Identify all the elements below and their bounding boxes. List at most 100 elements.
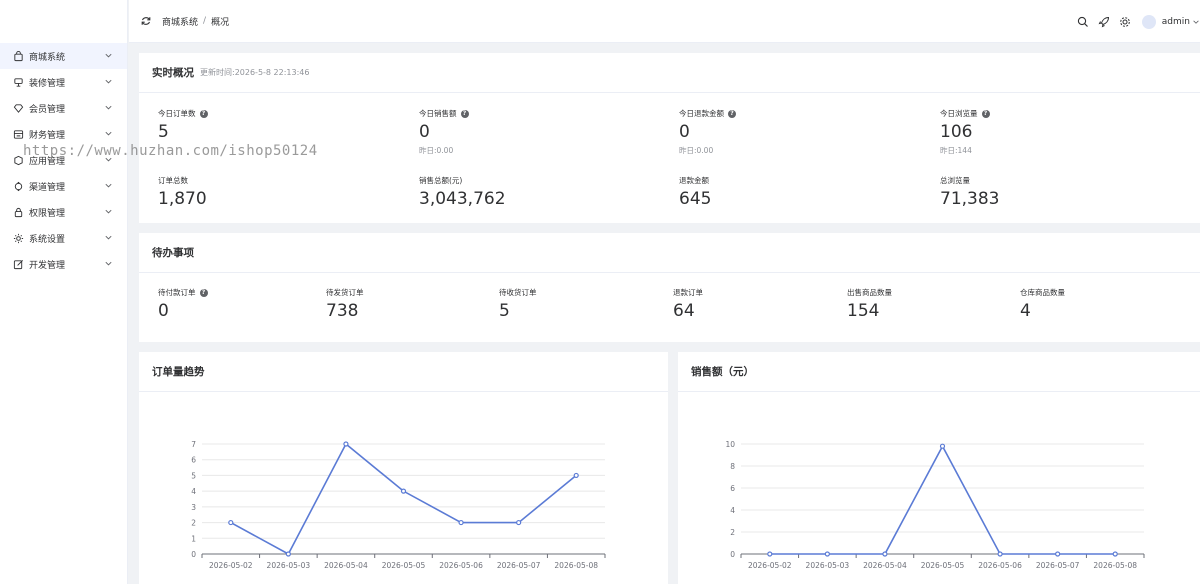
sidebar-item-label: 会员管理 (29, 104, 66, 115)
breadcrumb: 商城系统 / 概况 (162, 15, 229, 28)
x-tick-label: 2026-05-03 (267, 561, 311, 570)
sidebar-item-finance[interactable]: 财务管理 (0, 121, 127, 147)
y-tick-label: 0 (730, 550, 735, 559)
stat-value: 3,043,762 (419, 189, 506, 209)
sidebar-item-development[interactable]: 开发管理 (0, 251, 127, 277)
sidebar: 商城系统 装修管理 会员管理 财务管理 应用管理 渠道管理 (0, 0, 128, 584)
series-line (230, 442, 577, 556)
sidebar-item-decoration[interactable]: 装修管理 (0, 69, 127, 95)
y-tick-label: 4 (730, 506, 735, 515)
data-point (400, 488, 407, 494)
stat-label: 今日退款金额 (679, 109, 724, 118)
sidebar-item-permissions[interactable]: 权限管理 (0, 199, 127, 225)
lock-icon (12, 206, 24, 218)
todo-refund-orders[interactable]: 退款订单 64 (673, 287, 703, 321)
todo-pending-receipt[interactable]: 待收货订单 5 (499, 287, 537, 321)
chevron-down-icon (105, 53, 112, 58)
y-tick-label: 6 (730, 484, 735, 493)
data-point (285, 551, 291, 557)
series-line (769, 444, 1116, 555)
stat-value: 1,870 (158, 189, 207, 209)
stat-value: 64 (673, 301, 695, 321)
card-header: 销售额（元） (678, 352, 1200, 392)
settings-icon[interactable] (1119, 16, 1131, 28)
y-tick-label: 3 (191, 503, 196, 512)
card-title: 实时概况 (152, 67, 194, 79)
stat-label: 退款订单 (673, 288, 703, 297)
sidebar-item-members[interactable]: 会员管理 (0, 95, 127, 121)
stat-label: 销售总额(元) (419, 176, 463, 185)
todo-pending-payment[interactable]: 待付款订单? 0 (158, 287, 208, 321)
card-title: 订单量趋势 (152, 366, 205, 378)
y-tick-label: 4 (191, 487, 196, 496)
stat-value: 106 (940, 122, 973, 142)
data-point (343, 441, 349, 447)
sidebar-item-label: 应用管理 (29, 156, 66, 167)
chevron-down-icon (105, 235, 112, 240)
stat-label: 出售商品数量 (847, 288, 892, 297)
y-tick-label: 10 (725, 440, 735, 449)
sales-amount-chart: 0 2 4 6 8 10 2026-05-02 2026-05-03 2026-05-04 202… (725, 440, 1145, 570)
data-point (573, 472, 579, 479)
sidebar-item-label: 权限管理 (29, 208, 66, 219)
help-icon[interactable]: ? (460, 109, 469, 118)
rocket-icon[interactable] (1098, 16, 1110, 28)
sales-amount-card: 销售额（元） 0 2 4 6 8 10 2026-05-02 2026-05-03 2026-0… (678, 352, 1200, 584)
stat-label: 今日浏览量 (940, 109, 978, 118)
x-tick-label: 2026-05-05 (382, 561, 426, 570)
help-icon[interactable]: ? (199, 109, 208, 118)
help-icon[interactable]: ? (728, 109, 736, 118)
y-tick-label: 2 (730, 528, 735, 537)
sidebar-item-mall-system[interactable]: 商城系统 (0, 43, 127, 69)
logo (0, 0, 127, 43)
sidebar-item-channels[interactable]: 渠道管理 (0, 173, 127, 199)
sidebar-item-settings[interactable]: 系统设置 (0, 225, 127, 251)
sidebar-item-label: 财务管理 (29, 130, 66, 141)
stat-today-orders: 今日订单数? 5 (158, 108, 208, 142)
x-tick-label: 2026-05-02 (209, 561, 253, 570)
breadcrumb-separator: / (203, 16, 207, 26)
sidebar-item-label: 渠道管理 (29, 182, 66, 193)
app-icon (12, 154, 24, 166)
stat-total-orders: 订单总数 1,870 (158, 175, 207, 209)
stat-today-views: 今日浏览量? 106 昨日:144 (940, 108, 990, 156)
top-header: 商城系统 / 概况 admin (129, 0, 1200, 43)
stat-label: 今日销售额 (419, 109, 457, 118)
sidebar-item-apps[interactable]: 应用管理 (0, 147, 127, 173)
todo-pending-shipment[interactable]: 待发货订单 738 (326, 287, 364, 321)
stat-value: 645 (679, 189, 712, 209)
x-tick-label: 2026-05-04 (324, 561, 368, 570)
x-tick-label: 2026-05-05 (921, 561, 965, 570)
help-icon[interactable]: ? (199, 288, 208, 297)
card-header: 实时概况 更新时间:2026-5-8 22:13:46 (139, 53, 1200, 93)
channel-icon (12, 180, 24, 192)
chevron-down-icon[interactable] (1192, 18, 1200, 26)
realtime-overview-card: 实时概况 更新时间:2026-5-8 22:13:46 今日订单数? 5 今日销… (139, 53, 1200, 223)
y-tick-label: 1 (191, 534, 196, 543)
todo-products-on-sale[interactable]: 出售商品数量 154 (847, 287, 892, 321)
stat-yesterday: 昨日:0.00 (679, 146, 714, 155)
search-icon[interactable] (1077, 16, 1089, 28)
stat-yesterday: 昨日:144 (940, 146, 972, 155)
help-icon[interactable]: ? (981, 109, 990, 118)
card-header: 订单量趋势 (139, 352, 668, 392)
sidebar-item-label: 商城系统 (29, 52, 66, 63)
breadcrumb-item[interactable]: 商城系统 (162, 17, 199, 28)
stat-yesterday: 昨日:0.00 (419, 146, 454, 155)
x-tick-label: 2026-05-06 (978, 561, 1022, 570)
refresh-icon[interactable] (140, 15, 152, 27)
y-tick-label: 7 (191, 440, 196, 449)
todo-card: 待办事项 待付款订单? 0 待发货订单 738 待收货订单 5 退款订单 64 … (139, 233, 1200, 342)
brush-icon (12, 76, 24, 88)
avatar[interactable] (1141, 14, 1156, 29)
chevron-down-icon (105, 105, 112, 110)
finance-icon (12, 128, 24, 140)
stat-label: 退款金额 (679, 176, 709, 185)
chevron-down-icon (105, 261, 112, 266)
stat-label: 待发货订单 (326, 288, 364, 297)
bag-icon (12, 50, 24, 62)
todo-warehouse-products[interactable]: 仓库商品数量 4 (1020, 287, 1065, 321)
x-tick-label: 2026-05-07 (1036, 561, 1080, 570)
stat-value: 5 (158, 122, 169, 142)
username[interactable]: admin (1161, 16, 1190, 27)
